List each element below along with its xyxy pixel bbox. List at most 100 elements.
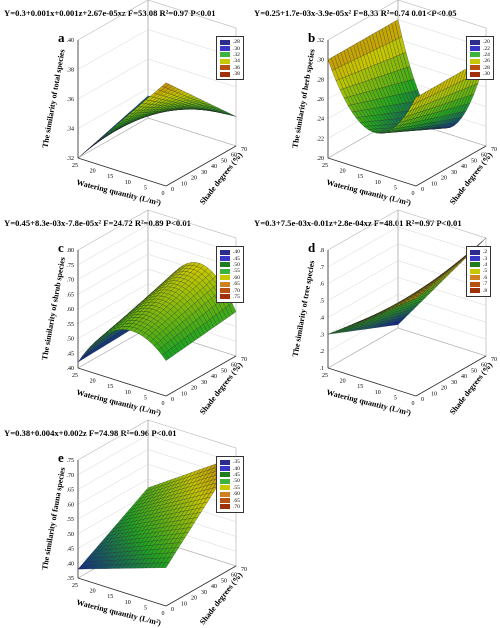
y-tick-label: 40 [211, 164, 217, 170]
legend-swatch [220, 249, 230, 255]
x-tick-label: 5 [144, 605, 147, 611]
legend-label: .6 [483, 274, 488, 281]
legend-entry: .3 [470, 255, 487, 262]
z-tick-label: .36 [67, 97, 75, 103]
legend-swatch [470, 275, 480, 281]
z-axis-label: The similarity of shrub species [40, 256, 67, 360]
y-tick-label: 50 [471, 368, 477, 374]
surface-svg: .40.45.50.55.60.65.70.75.802520151050010… [40, 209, 247, 418]
legend-entry: .20 [470, 39, 490, 45]
surface-svg: .1.2.3.4.5.6.7.8252015105001020304050607… [291, 209, 497, 418]
floor-frame [77, 117, 237, 187]
y-tick-label: 0 [421, 187, 424, 193]
y-tick-label: 70 [241, 567, 247, 573]
z-tick-label: .50 [67, 532, 75, 538]
legend-entry: .38 [220, 71, 240, 77]
x-tick-label: 20 [90, 589, 96, 595]
y-tick-label: 60 [481, 363, 487, 369]
y-tick-label: 30 [201, 380, 207, 386]
z-tick-label: .40 [67, 38, 75, 44]
legend-swatch [470, 65, 480, 71]
surface-plot-e: Y=0.38+0.004x+0.002z F=74.98 R²=0.96 P<0… [0, 419, 250, 628]
y-tick-label: 10 [181, 181, 187, 187]
y-tick-label: 50 [221, 578, 227, 584]
legend-swatch [220, 262, 230, 268]
legend-label: .2 [483, 249, 488, 256]
z-tick-label: .65 [67, 488, 75, 494]
surface-plot-a: Y=0.3+0.001x+0.001z+2.67e-05xz F=53.08 R… [0, 0, 250, 208]
x-tick-label: 15 [107, 174, 113, 180]
legend-label: .55 [233, 268, 240, 275]
legend-swatch [470, 52, 480, 58]
y-tick-label: 0 [171, 607, 174, 613]
z-tick-label: .1 [320, 366, 325, 372]
y-tick-label: 0 [421, 397, 424, 403]
legend-entry: .65 [220, 497, 240, 504]
legend-swatch [470, 262, 480, 268]
legend-entry: .22 [470, 45, 490, 52]
legend-label: .38 [233, 71, 240, 78]
x-tick-label: 25 [72, 163, 78, 169]
legend-entry: .7 [470, 281, 487, 287]
x-tick-label: 15 [357, 384, 363, 390]
legend-entry: .24 [470, 52, 490, 58]
x-tick-label: 0 [412, 191, 415, 197]
legend-swatch [220, 58, 230, 64]
z-tick-label: .8 [320, 248, 325, 254]
legend: .28.30.32.34.36.38 [216, 36, 244, 81]
legend-label: .35 [233, 459, 240, 466]
legend-entry: .70 [220, 504, 240, 510]
legend-entry: .2 [470, 249, 487, 255]
z-tick-label: .28 [317, 77, 325, 83]
legend-swatch [470, 39, 480, 45]
z-tick-label: .22 [317, 136, 325, 142]
x-tick-label: 5 [144, 395, 147, 401]
y-tick-label: 30 [451, 380, 457, 386]
legend-swatch [220, 275, 230, 281]
legend-label: .7 [483, 281, 488, 288]
legend-label: .70 [233, 287, 240, 294]
z-tick-label: .80 [67, 248, 75, 254]
surface-plot-d: Y=0.3+7.5e-03x-0.01z+2.8e-04xz F=48.01 R… [250, 209, 500, 418]
legend-label: .70 [233, 503, 240, 510]
x-tick-label: 15 [357, 174, 363, 180]
legend-entry: .32 [220, 52, 240, 58]
legend-swatch [470, 256, 480, 262]
z-tick-label: .55 [67, 322, 75, 328]
z-tick-label: .5 [320, 299, 325, 305]
z-tick-label: .32 [317, 38, 325, 44]
regression-equation: Y=0.38+0.004x+0.002z F=74.98 R²=0.96 P<0… [4, 428, 177, 438]
z-tick-label: .2 [320, 349, 325, 355]
legend-swatch [470, 281, 480, 287]
surface-svg: .35.40.45.50.55.60.65.70.752520151050010… [40, 419, 247, 628]
legend-swatch [220, 504, 230, 510]
legend-entry: .45 [220, 472, 240, 478]
legend-swatch [220, 71, 230, 77]
legend-label: .28 [233, 39, 240, 46]
z-tick-label: .65 [67, 292, 75, 298]
x-axis-label: Watering quantity (L/m²) [326, 178, 413, 208]
x-axis-label: Watering quantity (L/m²) [76, 388, 163, 418]
y-tick-label: 40 [461, 374, 467, 380]
z-axis-label: The similarity of total species [40, 49, 66, 149]
y-tick-label: 60 [231, 153, 237, 159]
legend-entry: .70 [220, 287, 240, 294]
surface-mesh [77, 456, 237, 570]
legend-label: .55 [233, 484, 240, 491]
z-tick-label: .50 [67, 337, 75, 343]
legend-label: .65 [233, 281, 240, 288]
z-axis-label: The similarity of herb species [290, 48, 316, 148]
regression-equation: Y=0.3+0.001x+0.001z+2.67e-05xz F=53.08 R… [4, 8, 216, 18]
legend-swatch [220, 256, 230, 262]
z-tick-label: .60 [67, 502, 75, 508]
y-tick-label: 40 [211, 584, 217, 590]
legend-entry: .40 [220, 249, 240, 255]
x-tick-label: 10 [375, 180, 381, 186]
legend-swatch [220, 491, 230, 497]
y-tick-label: 40 [211, 374, 217, 380]
z-tick-label: .38 [67, 68, 75, 74]
legend-swatch [470, 268, 480, 274]
z-tick-label: .75 [67, 263, 75, 269]
z-tick-label: .35 [67, 576, 75, 582]
y-tick-label: 60 [231, 363, 237, 369]
